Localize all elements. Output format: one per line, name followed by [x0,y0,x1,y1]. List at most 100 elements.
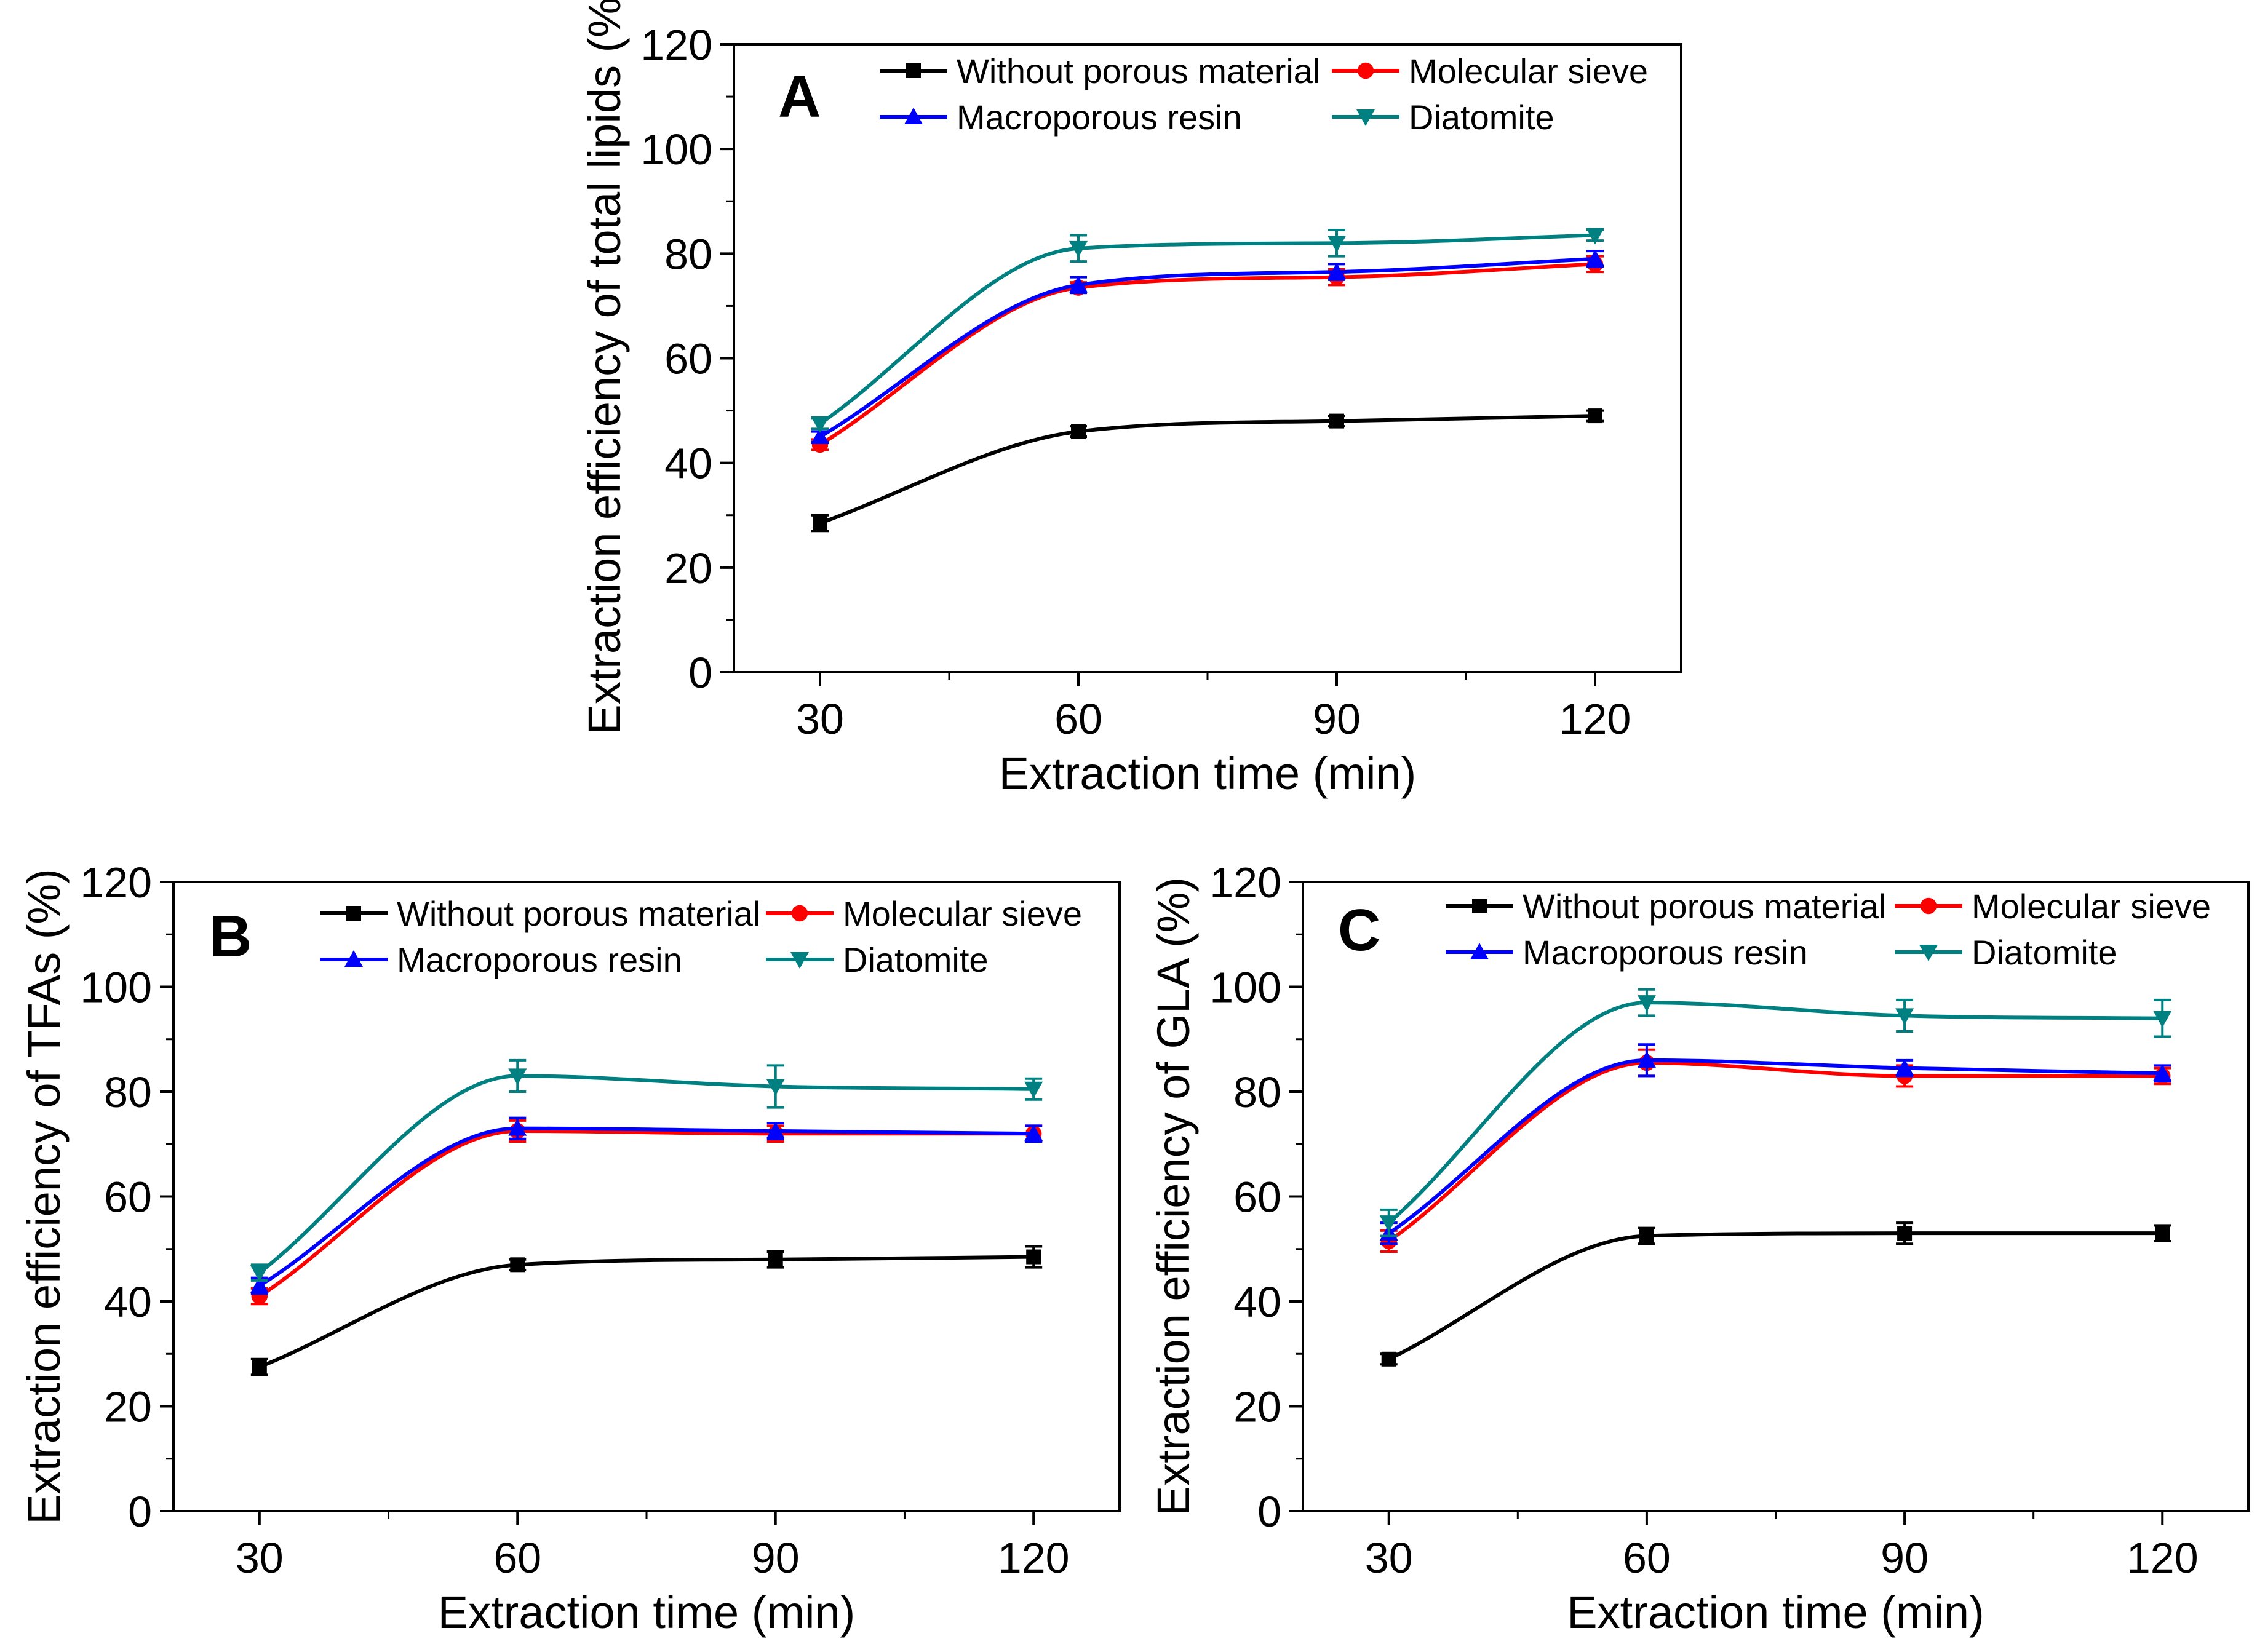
data-point-macroporous-resin [811,427,829,445]
legend-entry-label: Macroporous resin [397,940,682,979]
y-tick-label: 20 [104,1383,152,1431]
legend-entry-label: Without porous material [397,894,760,933]
data-point-without-porous-material [813,515,827,531]
y-tick-label: 120 [80,859,152,907]
data-point-without-porous-material [2155,1226,2170,1241]
data-point-macroporous-resin [1637,1050,1656,1068]
y-tick-label: 80 [1233,1068,1281,1116]
x-tick-label: 120 [2127,1534,2199,1582]
series-line-macroporous-resin [819,256,1596,439]
legend-entry-label: Molecular sieve [1972,887,2211,926]
legend-marker [1357,62,1374,79]
y-tick-label: 120 [1209,859,1281,907]
legend-marker [791,905,808,922]
data-point-macroporous-resin [250,1276,269,1293]
legend-entry-label: Without porous material [957,52,1320,90]
series-line-molecular-sieve [1388,1061,2163,1243]
data-point-macroporous-resin [1024,1124,1043,1142]
y-tick-label: 0 [128,1488,152,1536]
y-tick-label: 80 [104,1068,152,1116]
legend-marker [904,108,923,124]
data-point-diatomite [2153,1011,2172,1028]
series-line-macroporous-resin [1388,1058,2163,1235]
plot-frame [733,43,1682,673]
y-tick-label: 20 [664,544,712,592]
y-tick-label: 0 [1257,1488,1281,1536]
data-point-macroporous-resin [2153,1064,2172,1081]
y-tick-label: 40 [664,440,712,488]
x-tick-label: 30 [1365,1534,1413,1582]
data-point-without-porous-material [1026,1249,1041,1265]
y-axis-title: Extraction efficiency of GLA (%) [1148,877,1199,1516]
series-line-diatomite [1387,1001,2163,1225]
legend-entry-label: Macroporous resin [957,98,1242,137]
series-line-diatomite [819,233,1596,426]
y-tick-label: 60 [104,1173,152,1221]
legend-entry-label: Macroporous resin [1523,933,1808,972]
y-tick-label: 60 [664,335,712,383]
x-tick-label: 90 [1881,1534,1929,1582]
data-point-without-porous-material [1588,408,1602,424]
x-axis-title: Extraction time (min) [438,1587,855,1638]
legend-marker [1356,109,1375,126]
data-point-diatomite [1069,240,1088,258]
legend-marker [1472,899,1487,913]
legend-marker [1920,897,1937,915]
legend: Without porous material Molecular sieve Ma… [880,52,1648,137]
panel-letter-a: A [778,64,821,130]
data-point-without-porous-material [1897,1226,1913,1241]
legend: Without porous material Molecular sieve Ma… [1446,887,2211,972]
series-line-molecular-sieve [819,262,1596,447]
legend-marker [346,906,361,921]
legend-entry-label: Diatomite [1972,933,2117,972]
series-line-macroporous-resin [258,1126,1034,1287]
y-tick-label: 100 [640,125,712,173]
legend-marker [344,950,363,967]
x-tick-label: 60 [1623,1534,1671,1582]
panel-letter-b: B [209,903,252,969]
legend-marker [790,952,809,969]
series-line-diatomite [258,1074,1034,1274]
data-point-diatomite [250,1265,269,1282]
chart-panel-c: 30 60 90 120 0 20 40 60 80 100 120 Extraction time … [1148,859,2250,1638]
data-point-without-porous-material [768,1252,783,1267]
y-tick-label: 20 [1233,1383,1281,1431]
x-tick-label: 90 [1313,695,1361,743]
data-point-without-porous-material [1071,424,1086,439]
legend-entry-label: Molecular sieve [1409,52,1648,90]
y-tick-label: 0 [688,649,712,697]
y-tick-label: 100 [80,964,152,1012]
x-tick-label: 30 [236,1534,284,1582]
chart-panel-b: 30 60 90 120 0 20 40 60 80 100 120 Extraction time … [18,859,1121,1638]
y-axis-title: Extraction efficiency of TFAs (%) [18,868,70,1525]
data-point-diatomite [766,1079,785,1096]
series-line-molecular-sieve [258,1129,1034,1298]
legend-entry-label: Without porous material [1523,887,1886,926]
series-line-without-porous-material [1388,1231,2163,1361]
y-tick-label: 120 [640,21,712,69]
data-point-macroporous-resin [766,1121,785,1138]
data-point-without-porous-material [252,1359,267,1375]
data-point-diatomite [1328,236,1346,253]
legend-marker [1919,945,1938,961]
data-point-diatomite [1637,995,1656,1012]
data-point-macroporous-resin [1586,249,1604,266]
data-point-diatomite [1895,1008,1914,1025]
data-point-diatomite [508,1068,527,1086]
data-point-macroporous-resin [1895,1058,1914,1076]
panel-letter-c: C [1338,897,1380,963]
legend-entry-label: Diatomite [1409,98,1554,137]
y-tick-label: 40 [1233,1278,1281,1326]
x-tick-label: 90 [752,1534,800,1582]
x-tick-label: 60 [493,1534,541,1582]
data-point-diatomite [1024,1081,1043,1098]
x-tick-label: 120 [998,1534,1070,1582]
x-tick-label: 30 [796,695,844,743]
data-point-without-porous-material [1329,413,1344,429]
data-point-without-porous-material [510,1257,525,1273]
data-point-diatomite [1379,1215,1398,1233]
data-point-diatomite [811,416,829,433]
y-tick-label: 100 [1209,964,1281,1012]
y-tick-label: 60 [1233,1173,1281,1221]
